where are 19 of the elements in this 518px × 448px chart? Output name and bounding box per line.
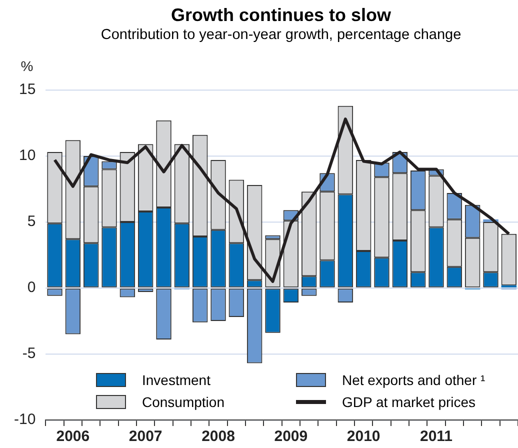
x-tick-label: 2009 xyxy=(274,428,308,446)
x-tick-label: 2010 xyxy=(346,428,380,446)
y-tick-label: 5 xyxy=(27,213,36,230)
y-tick-label: -10 xyxy=(14,411,36,428)
x-tick-label: 2007 xyxy=(128,428,162,446)
legend-label: Consumption xyxy=(142,394,224,410)
x-tick-label: 2006 xyxy=(56,428,90,446)
legend-label: Investment xyxy=(142,372,210,388)
y-tick-label: 0 xyxy=(27,279,36,296)
x-tick-label: 2008 xyxy=(202,428,235,446)
legend-label: GDP at market prices xyxy=(342,394,476,410)
y-tick-label: -5 xyxy=(22,345,36,362)
y-axis-title: % xyxy=(20,58,34,74)
legend-label: Net exports and other ¹ xyxy=(342,372,486,388)
y-tick-label: 10 xyxy=(18,147,36,164)
chart-subtitle: Contribution to year-on-year growth, percentage change xyxy=(100,26,462,44)
y-tick-label: 15 xyxy=(18,81,36,98)
chart-title: Growth continues to slow xyxy=(170,4,392,26)
x-tick-label: 2011 xyxy=(420,428,453,446)
